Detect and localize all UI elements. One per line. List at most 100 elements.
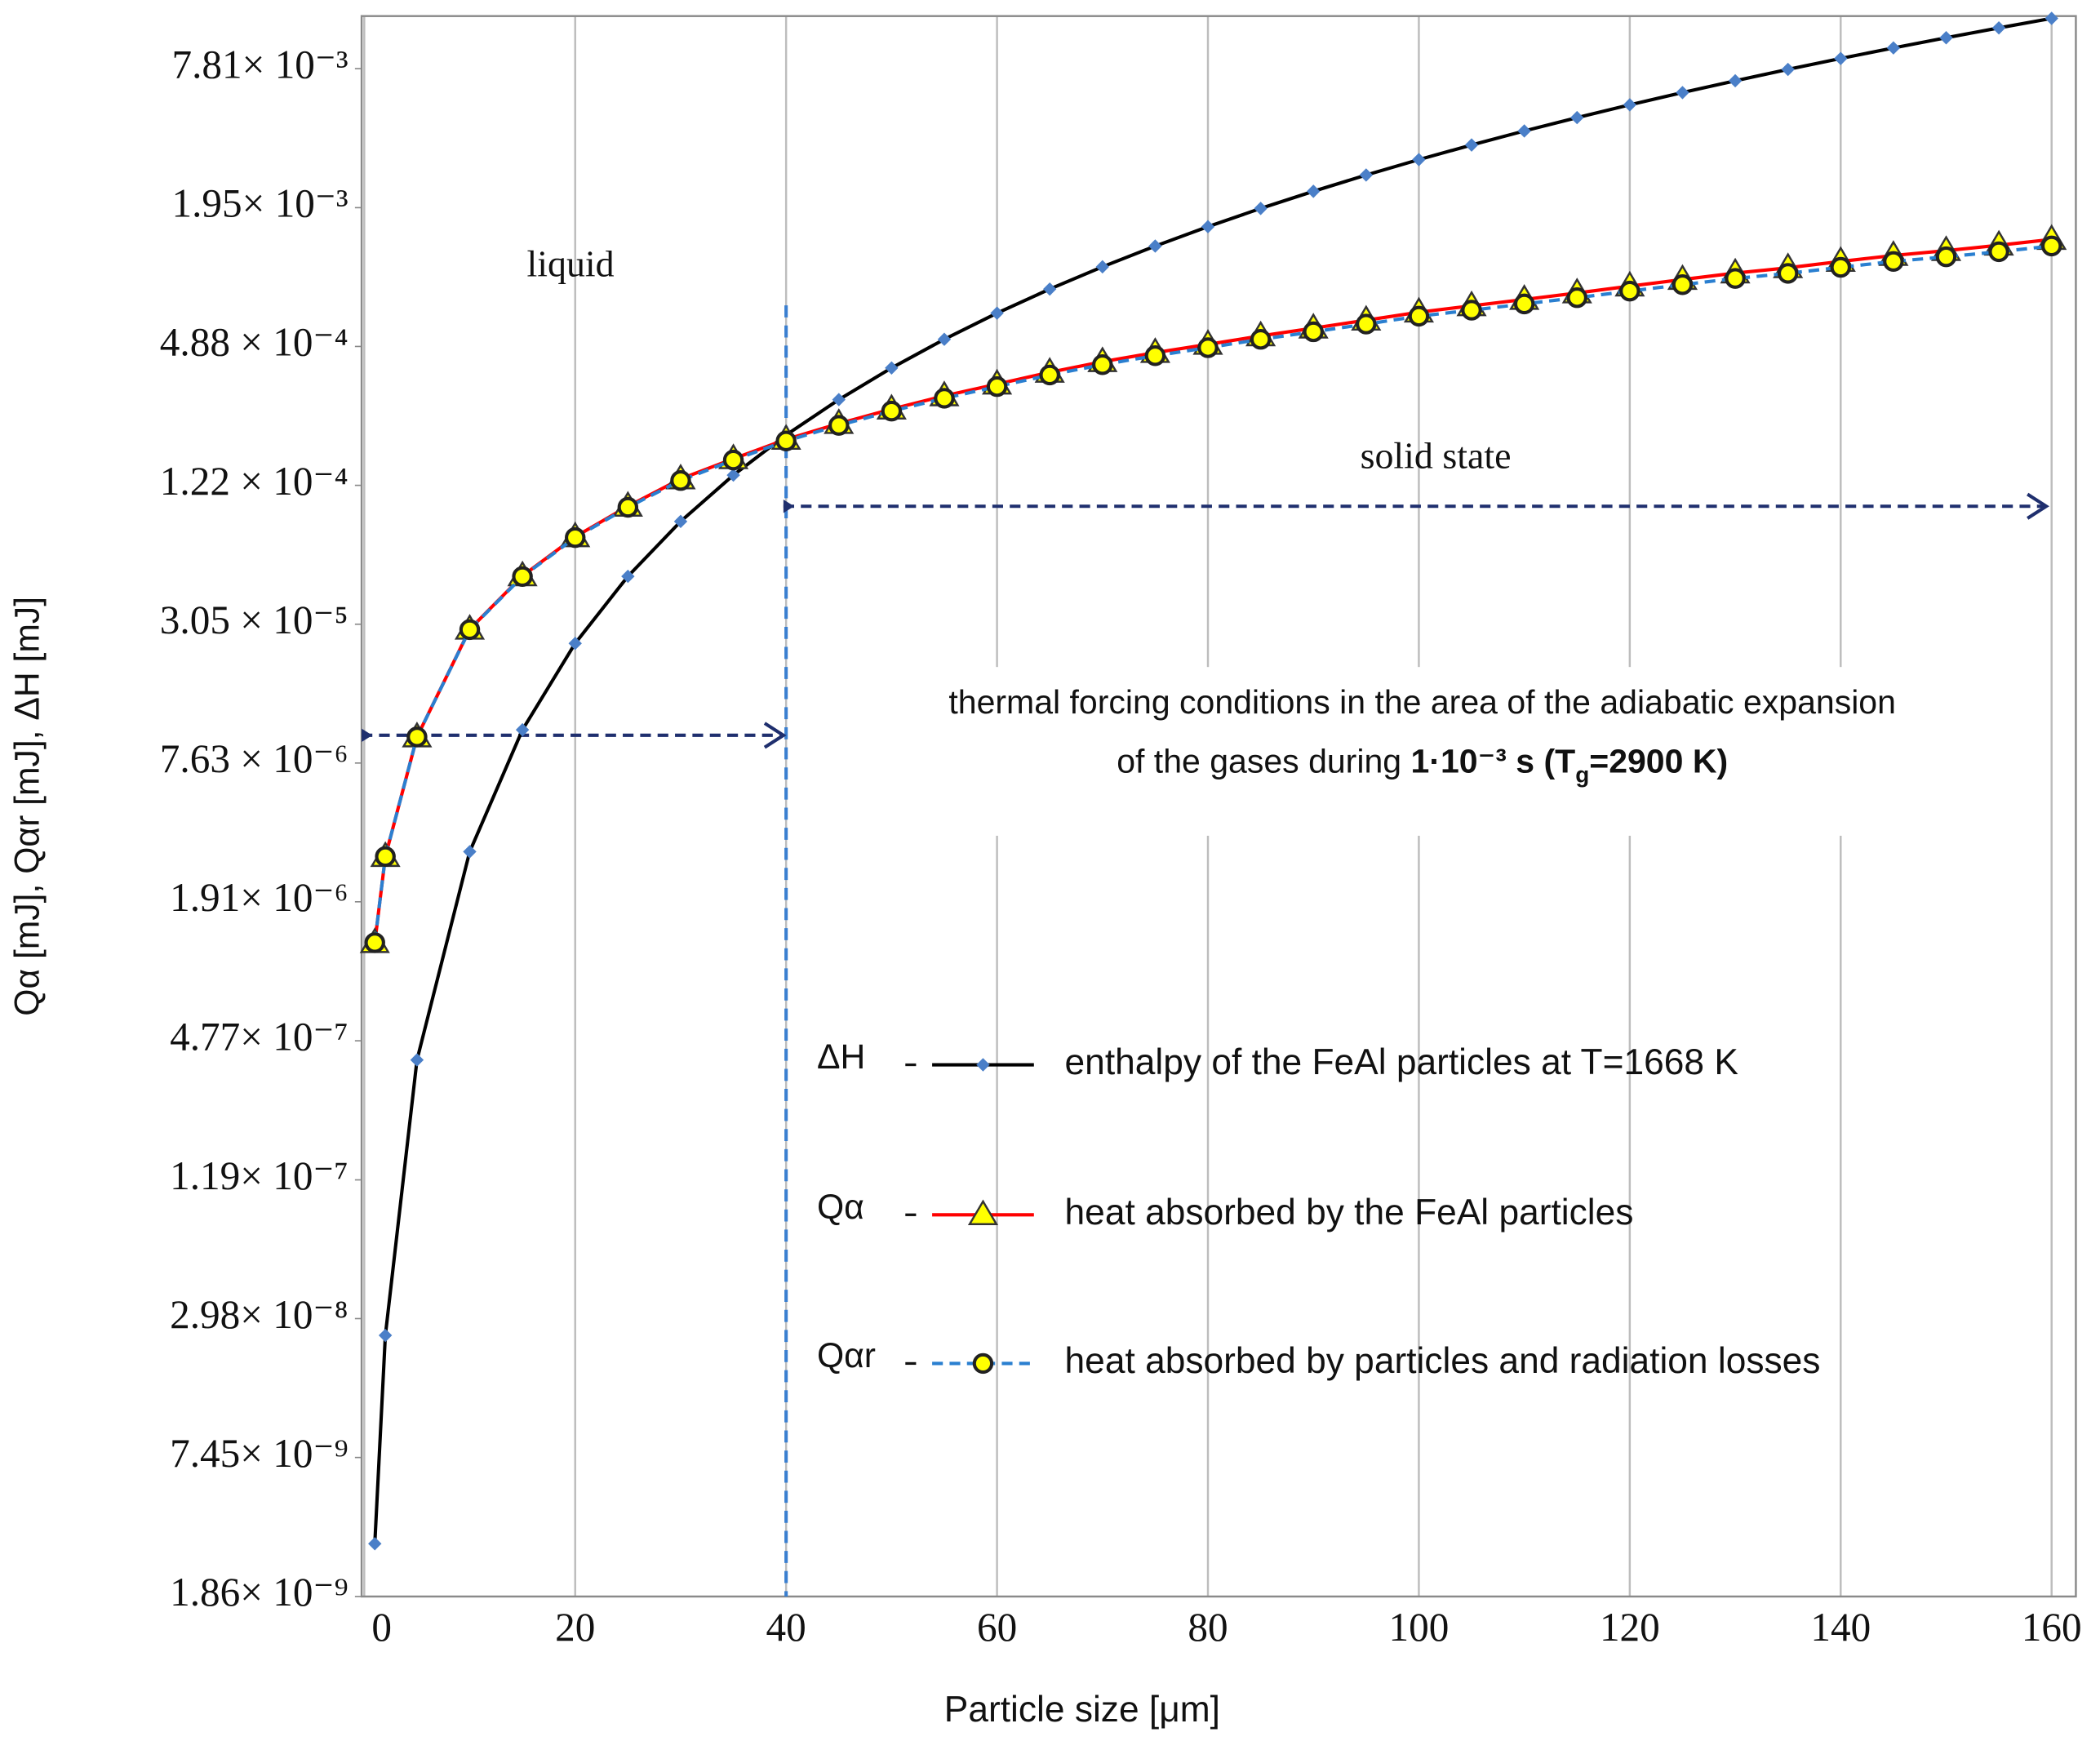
x-tick-label: 140 [1810,1605,1871,1650]
legend-symbol: ΔH [817,1037,865,1077]
legend-symbol: Qαr [817,1336,876,1375]
data-point [1095,260,1110,274]
series-line [373,244,2052,944]
data-point [885,361,899,375]
data-point [1408,305,1430,327]
x-tick-label: 0 [371,1605,392,1650]
data-point [378,1328,393,1343]
data-point [1830,256,1852,278]
annotation-part: =2900 K) [1589,742,1728,780]
data-point [1303,321,1324,343]
data-point [368,1537,382,1551]
annotation-background [803,667,2036,836]
data-point [990,306,1004,320]
data-point [1883,251,1904,273]
data-point [565,526,586,549]
data-point [406,726,428,748]
data-point [1039,364,1060,386]
data-point [828,415,850,436]
y-tick-label: 3.05 × 10⁻⁵ [160,597,349,642]
annotation: solid state [1361,434,1512,476]
data-point [1464,138,1479,152]
data-point [1728,73,1743,88]
data-point [1307,184,1321,198]
data-point [1461,300,1482,321]
x-tick-label: 120 [1600,1605,1660,1650]
data-point [463,845,477,859]
series-line [373,238,2052,944]
data-point [1566,286,1587,309]
y-tick-label: 1.19× 10⁻⁷ [170,1153,349,1198]
data-point [1886,41,1901,55]
data-point [1250,328,1272,350]
x-tick-label: 160 [2022,1605,2082,1650]
annotation: thermal forcing conditions in the area o… [948,683,1896,721]
y-tick-label: 4.77× 10⁻⁷ [170,1014,349,1059]
data-point [775,430,797,451]
data-point [1619,280,1640,302]
data-point [1201,220,1215,233]
y-tick-label: 7.81× 10⁻³ [172,42,349,87]
data-point [515,722,530,737]
y-tick-label: 7.63 × 10⁻⁶ [160,736,349,781]
data-point [1092,354,1113,375]
annotation: liquid [526,243,614,285]
data-point [986,375,1008,398]
data-point [364,932,385,953]
data-point [934,388,955,409]
data-point [670,469,691,491]
data-point [1725,268,1746,289]
data-point [937,332,952,346]
y-tick-label: 1.91× 10⁻⁶ [170,875,349,920]
y-tick-label: 7.45× 10⁻⁹ [170,1431,349,1476]
arrow-tail [783,500,795,513]
data-point [1676,86,1689,100]
x-tick-label: 20 [555,1605,595,1650]
y-tick-label: 1.95× 10⁻³ [172,181,349,226]
y-tick-label: 1.86× 10⁻⁹ [170,1570,349,1615]
data-point [1197,337,1219,358]
data-point [722,449,744,471]
data-point [1781,62,1795,77]
legend-marker [972,1352,994,1375]
data-point [1144,345,1166,366]
y-tick-label: 1.22 × 10⁻⁴ [160,459,349,504]
data-point [1935,246,1957,268]
data-point [1412,153,1426,167]
data-point [2045,11,2058,25]
data-point [1513,293,1535,315]
x-axis-label: Particle size [μm] [944,1690,1220,1730]
x-tick-label: 100 [1389,1605,1450,1650]
data-point [375,846,396,868]
data-point [881,400,903,422]
x-tick-label: 40 [766,1605,806,1650]
x-tick-label: 60 [977,1605,1017,1650]
legend-label: enthalpy of the FeAl particles at T=1668… [1065,1042,1739,1082]
data-point [459,619,481,641]
data-point [1356,313,1377,335]
y-axis-label: Qα [mJ], Qαr [mJ], ΔH [mJ] [7,597,47,1016]
data-point [1777,263,1799,284]
legend-label: heat absorbed by the FeAl particles [1065,1193,1634,1233]
data-point [1672,274,1694,295]
legend-symbol: Qα [817,1188,864,1227]
data-point [1623,98,1637,112]
legend-marker [967,1199,999,1226]
y-tick-label: 4.88 × 10⁻⁴ [160,320,349,365]
arrow-tail [362,728,373,743]
plot-frame [360,15,2077,1598]
arrow-head [763,722,787,749]
y-tick-label: 2.98× 10⁻⁸ [170,1292,349,1337]
series-line [373,16,2053,1544]
data-point [617,496,639,518]
x-tick-label: 80 [1188,1605,1228,1650]
legend-label: heat absorbed by particles and radiation… [1065,1341,1821,1381]
legend-marker [976,1058,990,1072]
data-point [2040,235,2062,257]
arrow-head [2027,492,2049,520]
annotation-part: g [1575,762,1589,787]
data-point [512,566,533,588]
data-point [1988,241,2009,263]
